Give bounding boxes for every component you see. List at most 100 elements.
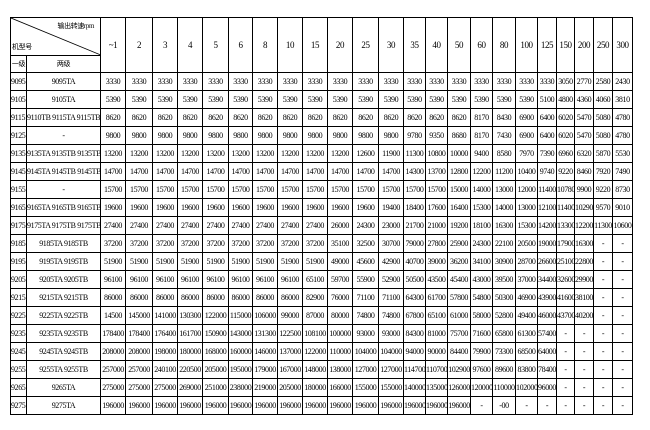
torque-value: 11200: [492, 162, 516, 181]
table-row: 9195 9195TA 9195TB 51900 51900 51900 51900 519…: [10, 252, 633, 271]
torque-value: 2580: [593, 72, 613, 91]
speed-header: 100: [515, 17, 538, 73]
torque-value: 20500: [515, 234, 538, 253]
torque-value: 176400: [152, 324, 178, 343]
torque-value: 14700: [327, 162, 353, 181]
torque-value: 7970: [515, 144, 538, 163]
torque-value: 4800: [556, 90, 575, 109]
stage2-model: -: [26, 126, 101, 145]
torque-value: 43700: [556, 306, 575, 325]
torque-value: 14700: [352, 162, 379, 181]
torque-value: 8730: [612, 180, 633, 199]
torque-value: 137000: [277, 342, 303, 361]
torque-value: 96100: [228, 270, 253, 289]
stage2-model: 9215TA 9215TB: [26, 288, 101, 307]
torque-value: 96100: [100, 270, 126, 289]
torque-value: 8620: [403, 108, 426, 127]
torque-value: 27800: [425, 234, 448, 253]
speed-header: 8: [252, 17, 278, 73]
torque-value: 16400: [447, 198, 471, 217]
stage2-model: 9195TA 9195TB: [26, 252, 101, 271]
torque-value: 86000: [152, 288, 178, 307]
stage1-model: 9215: [10, 288, 27, 307]
torque-value: 14700: [202, 162, 229, 181]
torque-value: 27400: [252, 216, 278, 235]
table-row: 9215 9215TA 9215TB 86000 86000 86000 86000 860…: [10, 288, 633, 307]
torque-value: 50300: [492, 288, 516, 307]
torque-value: 19600: [100, 198, 126, 217]
stage2-header: 两级: [26, 54, 101, 74]
stage1-model: 9165: [10, 198, 27, 217]
torque-value: 96100: [152, 270, 178, 289]
torque-value: 26600: [537, 252, 557, 271]
speed-header: 150: [556, 17, 575, 73]
torque-value: 5530: [612, 144, 633, 163]
torque-value: 3330: [152, 72, 178, 91]
torque-value: 6320: [574, 144, 594, 163]
torque-value: 5470: [574, 126, 594, 145]
torque-value: 17600: [425, 198, 448, 217]
stage1-model: 9135: [10, 144, 27, 163]
torque-value: 9800: [352, 126, 379, 145]
torque-value: 21700: [403, 216, 426, 235]
torque-value: 15700: [403, 180, 426, 199]
torque-value: 37200: [100, 234, 126, 253]
torque-value: 99000: [277, 306, 303, 325]
torque-value: 13200: [277, 144, 303, 163]
stage2-model: -: [26, 180, 101, 199]
torque-value: 180000: [302, 378, 328, 397]
torque-value: 67800: [403, 306, 426, 325]
torque-value: 19600: [152, 198, 178, 217]
torque-value: 269000: [177, 378, 203, 397]
torque-value: 122000: [302, 342, 328, 361]
torque-value: 26000: [327, 216, 353, 235]
torque-value: 195000: [228, 360, 253, 379]
torque-value: 275000: [152, 378, 178, 397]
torque-value: 3330: [100, 72, 126, 91]
torque-value: 9780: [403, 126, 426, 145]
header-row: 输出转速rpm 机型号 ~1 2 3 4 5 6 8 10 15 20 25 30 35 40 50 60 80…: [10, 17, 633, 73]
torque-value: 238000: [228, 378, 253, 397]
torque-value: 180000: [177, 342, 203, 361]
table-row: 9265 9265TA 275000 275000 275000 269000 251000…: [10, 378, 633, 397]
torque-value: 13300: [556, 216, 575, 235]
torque-value: 12200: [470, 162, 493, 181]
speed-header: 80: [492, 17, 516, 73]
torque-value: 3810: [612, 90, 633, 109]
torque-value: 196000: [352, 396, 379, 415]
torque-value: 196000: [228, 396, 253, 415]
torque-value: 5470: [574, 108, 594, 127]
torque-value: 19200: [447, 216, 471, 235]
stage1-model: 9195: [10, 252, 27, 271]
table-row: 9155-15700 15700 15700 15700 15700 15700 15700…: [10, 180, 633, 199]
speed-header: 60: [470, 17, 493, 73]
torque-value: 19600: [228, 198, 253, 217]
torque-value: -: [574, 324, 594, 343]
speed-header: 50: [447, 17, 471, 73]
torque-value: 3330: [252, 72, 278, 91]
torque-value: 3330: [327, 72, 353, 91]
torque-value: 57400: [537, 324, 557, 343]
torque-value: 11400: [556, 198, 575, 217]
speed-header: 300: [612, 17, 633, 73]
stage2-model: 9225TA 9225TB: [26, 306, 101, 325]
stage1-model: 9205: [10, 270, 27, 289]
stage2-model: 9205TA 9205TB: [26, 270, 101, 289]
torque-value: -: [470, 396, 493, 415]
torque-value: 9350: [425, 126, 448, 145]
torque-value: 19600: [125, 198, 153, 217]
torque-value: 257000: [125, 360, 153, 379]
torque-value: 49400: [515, 306, 538, 325]
torque-value: 19600: [202, 198, 229, 217]
torque-value: 131300: [252, 324, 278, 343]
torque-value: 13200: [125, 144, 153, 163]
torque-value: 130300: [177, 306, 203, 325]
stage2-model: 9095TA: [26, 72, 101, 91]
torque-value: 9800: [302, 126, 328, 145]
torque-value: 7920: [593, 162, 613, 181]
torque-value: 24300: [470, 234, 493, 253]
torque-value: 196000: [252, 396, 278, 415]
torque-value: 110000: [492, 378, 516, 397]
torque-value: 122500: [277, 324, 303, 343]
torque-value: 16300: [492, 216, 516, 235]
